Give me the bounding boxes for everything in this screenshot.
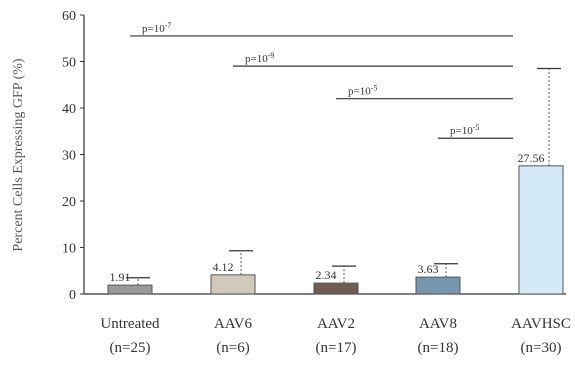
- bars-layer: 1.91 Untreated (n=25) 4.12 AAV6 (n=6) 2.34 AAV2…: [100, 67, 571, 356]
- p-value-label: p=10-9: [245, 51, 274, 65]
- x-tick-label: AAV6: [214, 316, 253, 332]
- x-tick-sublabel: (n=6): [216, 340, 249, 356]
- p-value-exponent: -5: [371, 84, 378, 93]
- data-label: 1.91: [110, 270, 131, 284]
- x-tick-label: AAV8: [419, 316, 457, 332]
- x-tick-sublabel: (n=17): [316, 340, 357, 356]
- x-tick-sublabel: (n=18): [418, 340, 459, 356]
- bar: [313, 282, 359, 295]
- p-value-base: p=10: [245, 53, 268, 65]
- axis-layer: 0 10 20 30 40 50 60: [62, 9, 566, 303]
- p-value-exponent: -9: [268, 51, 275, 60]
- p-value-label: p=10-7: [142, 21, 171, 35]
- y-axis-label: Percent Cells Expressing GFP (%): [11, 58, 26, 251]
- p-value-exponent: -7: [165, 21, 172, 30]
- p-value-base: p=10: [348, 86, 371, 98]
- y-tick-label: 60: [62, 9, 76, 24]
- y-tick-label: 50: [62, 56, 76, 71]
- bar: [107, 284, 153, 295]
- comparisons-layer: p=10-7p=10-9p=10-5p=10-5: [130, 21, 513, 139]
- x-tick-sublabel: (n=30): [521, 340, 562, 356]
- y-tick-label: 30: [62, 149, 76, 164]
- data-label: 27.56: [518, 151, 545, 165]
- p-value-base: p=10: [142, 23, 165, 35]
- bar: [518, 165, 564, 295]
- data-label: 4.12: [213, 260, 234, 274]
- y-tick-label: 40: [62, 102, 76, 117]
- x-tick-sublabel: (n=25): [110, 340, 151, 356]
- x-tick-label: AAVHSC: [511, 316, 571, 332]
- p-value-label: p=10-5: [450, 123, 479, 137]
- p-value-label: p=10-5: [348, 84, 377, 98]
- bar: [210, 274, 256, 295]
- data-label: 3.63: [418, 262, 439, 276]
- p-value-base: p=10: [450, 125, 473, 137]
- y-tick-label: 10: [62, 242, 76, 257]
- bar: [415, 276, 461, 295]
- x-tick-label: Untreated: [100, 316, 160, 332]
- p-value-exponent: -5: [473, 123, 480, 132]
- data-label: 2.34: [316, 268, 337, 282]
- x-tick-label: AAV2: [317, 316, 355, 332]
- y-tick-label: 20: [62, 195, 76, 210]
- y-tick-label: 0: [69, 288, 76, 303]
